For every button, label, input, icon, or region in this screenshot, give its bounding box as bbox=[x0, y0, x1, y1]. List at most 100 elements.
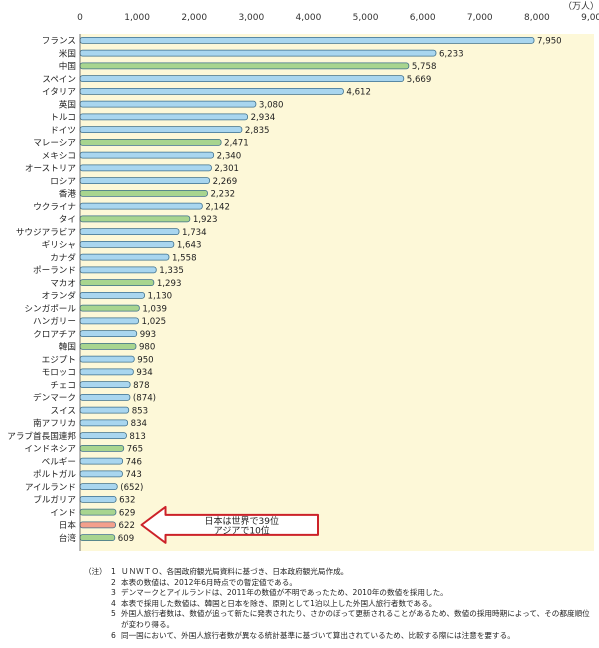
bar bbox=[79, 521, 116, 529]
value-label: 629 bbox=[119, 508, 135, 518]
note-item: 6 同一国において、外国人旅行者数が異なる統計基準に基づいて算出されているため、比… bbox=[84, 631, 596, 642]
value-label: (652) bbox=[120, 483, 143, 493]
note-text: 同一国において、外国人旅行者数が異なる統計基準に基づいて算出されているため、比較… bbox=[121, 630, 515, 640]
japan-annotation: 日本は世界で39位 アジアで10位 bbox=[140, 505, 319, 544]
unit-label: （万人） bbox=[563, 1, 599, 12]
note-text: デンマークとアイルランドは、2011年の数値が不明であったため、2010年の数値… bbox=[121, 588, 448, 598]
bar bbox=[79, 330, 138, 338]
value-label: 609 bbox=[118, 534, 134, 544]
bar bbox=[79, 126, 243, 134]
category-label: クロアチア bbox=[33, 329, 76, 340]
category-label: エジプト bbox=[42, 354, 76, 365]
bar bbox=[79, 138, 222, 146]
category-label: タイ bbox=[59, 214, 76, 225]
note-item: 5 外国人旅行者数は、数値が追って新たに発表されたり、さかのぼって更新されることが… bbox=[84, 609, 596, 630]
x-tick-label: 0 bbox=[77, 13, 83, 23]
bar-chart: （万人） 0 1,000 2,000 3,000 4,000 5,000 6,000 7,00… bbox=[7, 1, 599, 551]
category-label: アラブ首長国連邦 bbox=[7, 430, 76, 442]
category-label: モロッコ bbox=[42, 368, 76, 378]
category-label: ベルギー bbox=[42, 456, 76, 467]
value-label: 2,340 bbox=[217, 151, 242, 161]
value-label: 993 bbox=[140, 330, 156, 340]
note-number: 3 bbox=[111, 588, 116, 598]
x-tick-label: 7,000 bbox=[467, 13, 493, 23]
value-label: 934 bbox=[136, 368, 152, 378]
category-label: カナダ bbox=[50, 251, 76, 263]
value-label: 2,269 bbox=[213, 177, 238, 187]
value-label: 3,080 bbox=[259, 100, 284, 110]
category-label: ドイツ bbox=[50, 126, 76, 136]
value-label: 765 bbox=[127, 445, 143, 455]
category-label: スペイン bbox=[42, 75, 76, 85]
note-text: 本表で採用した数値は、韓国と日本を除き、原則として1泊以上した外国人旅行者数であ… bbox=[121, 598, 437, 608]
bar bbox=[79, 483, 118, 491]
category-label: 米国 bbox=[59, 47, 76, 59]
category-label: オーストリア bbox=[25, 163, 76, 174]
bar bbox=[79, 151, 215, 159]
bar bbox=[79, 75, 405, 83]
category-label: 英国 bbox=[59, 98, 76, 110]
category-label: ブルガリア bbox=[33, 494, 76, 506]
value-label: 2,835 bbox=[245, 126, 270, 136]
bar bbox=[79, 291, 145, 299]
bar bbox=[79, 508, 117, 516]
category-label: ハンガリー bbox=[33, 316, 76, 327]
value-label: 2,142 bbox=[205, 202, 230, 212]
value-label: 980 bbox=[139, 343, 155, 353]
category-label: イタリア bbox=[42, 87, 76, 98]
value-label: 743 bbox=[125, 470, 141, 480]
bar bbox=[79, 87, 344, 95]
value-label: 1,130 bbox=[148, 292, 173, 302]
bar bbox=[79, 419, 129, 427]
annotation-line1: 日本は世界で39位 bbox=[205, 515, 279, 527]
value-label: 1,293 bbox=[157, 279, 182, 289]
category-label: 台湾 bbox=[59, 532, 77, 544]
category-labels: フランス米国中国スペインイタリア英国トルコドイツマレーシアメキシコオーストリアロ… bbox=[7, 36, 76, 544]
category-label: 韓国 bbox=[59, 342, 76, 353]
category-label: ウクライナ bbox=[33, 201, 76, 212]
value-label: 1,039 bbox=[142, 304, 167, 314]
bar bbox=[79, 215, 191, 223]
bar bbox=[79, 381, 131, 389]
category-label: シンガポール bbox=[24, 303, 76, 314]
value-label: 6,233 bbox=[439, 49, 464, 59]
value-label: 2,301 bbox=[214, 164, 239, 174]
bar bbox=[79, 36, 535, 44]
x-tick-label: 3,000 bbox=[238, 13, 264, 23]
bar bbox=[79, 189, 208, 197]
bar bbox=[79, 342, 137, 350]
category-label: トルコ bbox=[50, 113, 76, 123]
note-text: 外国人旅行者数は、数値が追って新たに発表されたり、さかのぼって更新されることがあ… bbox=[121, 609, 590, 629]
note-number: 2 bbox=[111, 577, 116, 587]
x-tick-label: 2,000 bbox=[181, 13, 207, 23]
note-item: 2 本表の数値は、2012年6月時点での暫定値である。 bbox=[84, 578, 596, 589]
bar bbox=[79, 228, 180, 236]
bar bbox=[79, 279, 155, 287]
bar bbox=[79, 355, 135, 363]
bar bbox=[79, 49, 437, 57]
value-label: 1,923 bbox=[193, 215, 218, 225]
bar bbox=[79, 457, 124, 465]
value-label: 1,335 bbox=[159, 266, 184, 276]
note-number: 1 bbox=[111, 567, 116, 576]
category-label: デンマーク bbox=[33, 392, 76, 404]
bar bbox=[79, 202, 203, 210]
bar bbox=[79, 304, 140, 312]
bar bbox=[79, 444, 125, 452]
value-label: 950 bbox=[137, 355, 153, 365]
category-label: 香港 bbox=[59, 188, 77, 200]
note-number: 6 bbox=[111, 630, 116, 640]
category-label: 南アフリカ bbox=[33, 417, 76, 429]
bar bbox=[79, 164, 212, 172]
note-text: 本表の数値は、2012年6月時点での暫定値である。 bbox=[121, 577, 297, 587]
category-label: フランス bbox=[42, 36, 76, 47]
note-item: 4 本表で採用した数値は、韓国と日本を除き、原則として1泊以上した外国人旅行者数で… bbox=[84, 599, 596, 610]
bar bbox=[79, 113, 248, 121]
category-label: 日本 bbox=[59, 519, 77, 531]
value-label: 5,669 bbox=[407, 75, 432, 85]
category-label: ポーランド bbox=[33, 265, 76, 276]
category-label: メキシコ bbox=[42, 151, 76, 161]
value-label: 834 bbox=[131, 419, 147, 429]
value-label: 4,612 bbox=[346, 88, 371, 98]
